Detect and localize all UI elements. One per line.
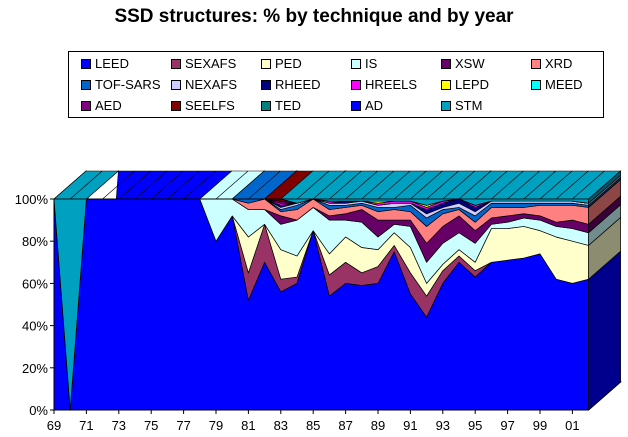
legend-swatch-xsw (441, 59, 451, 69)
legend-swatch-meed (531, 80, 541, 90)
legend-label-is: IS (365, 56, 378, 71)
legend-swatch-seelfs (171, 101, 181, 111)
y-tick-label-0: 0% (29, 403, 48, 418)
legend-label-xrd: XRD (545, 56, 573, 71)
legend-swatch-rheed (261, 80, 271, 90)
legend-swatch-ted (261, 101, 271, 111)
legend-label-seelfs: SEELFS (185, 98, 235, 113)
legend-label-rheed: RHEED (275, 77, 321, 92)
x-tick-label-85: 85 (306, 418, 320, 433)
legend-swatch-stm (441, 101, 451, 111)
legend-label-ad: AD (365, 98, 384, 113)
chart-title: SSD structures: % by technique and by ye… (114, 6, 514, 27)
legend-label-nexafs: NEXAFS (185, 77, 238, 92)
y-tick-labels: 0% 20% 40% 60% 80% 100% (15, 192, 54, 418)
legend-swatch-nexafs (171, 80, 181, 90)
legend-swatch-sexafs (171, 59, 181, 69)
legend-swatch-aed (81, 101, 91, 111)
x-tick-label-83: 83 (274, 418, 288, 433)
legend-label-sexafs: SEXAFS (185, 56, 237, 71)
x-tick-label-89: 89 (371, 418, 385, 433)
x-tick-label-97: 97 (500, 418, 514, 433)
x-tick-label-69: 69 (47, 418, 61, 433)
x-tick-label-77: 77 (176, 418, 190, 433)
x-tick-label-01: 01 (565, 418, 579, 433)
y-tick-label-60: 60% (22, 276, 48, 291)
legend-label-aed: AED (95, 98, 122, 113)
x-tick-label-87: 87 (338, 418, 352, 433)
x-tick-label-91: 91 (403, 418, 417, 433)
legend-label-ted: TED (275, 98, 301, 113)
x-tick-label-99: 99 (533, 418, 547, 433)
legend-label-tof-sars: TOF-SARS (95, 77, 161, 92)
legend-swatch-ped (261, 59, 271, 69)
legend-swatch-xrd (531, 59, 541, 69)
series-side-faces (588, 170, 621, 411)
legend-swatch-hreels (351, 80, 361, 90)
legend-label-xsw: XSW (455, 56, 485, 71)
x-tick-label-95: 95 (468, 418, 482, 433)
legend-label-lepd: LEPD (455, 77, 489, 92)
series-top-stm (53, 170, 622, 200)
axes (53, 199, 589, 411)
y-tick-label-100: 100% (15, 192, 49, 207)
y-tick-label-20: 20% (22, 361, 48, 376)
x-tick-label-93: 93 (436, 418, 450, 433)
legend-swatch-ad (351, 101, 361, 111)
legend-swatch-leed (81, 59, 91, 69)
legend-label-ped: PED (275, 56, 302, 71)
legend-label-stm: STM (455, 98, 483, 113)
series-side-stm (588, 170, 621, 204)
legend-swatch-tof-sars (81, 80, 91, 90)
x-tick-label-73: 73 (112, 418, 126, 433)
x-tick-label-81: 81 (241, 418, 255, 433)
x-tick-label-75: 75 (144, 418, 158, 433)
legend-label-hreels: HREELS (365, 77, 418, 92)
legend-swatch-lepd (441, 80, 451, 90)
series-areas (53, 198, 589, 411)
legend-label-meed: MEED (545, 77, 583, 92)
legend-swatch-is (351, 59, 361, 69)
legend-label-leed: LEED (95, 56, 129, 71)
x-tick-labels: 69 71 73 75 77 79 81 83 85 87 89 91 93 95 97 99 01 (47, 410, 580, 433)
x-tick-label-71: 71 (79, 418, 93, 433)
legend: LEED SEXAFS PED IS XSW XRD TOF-SARS NEXAFS RHEED… (68, 51, 604, 118)
x-tick-label-79: 79 (209, 418, 223, 433)
y-tick-label-80: 80% (22, 234, 48, 249)
y-tick-label-40: 40% (22, 319, 48, 334)
